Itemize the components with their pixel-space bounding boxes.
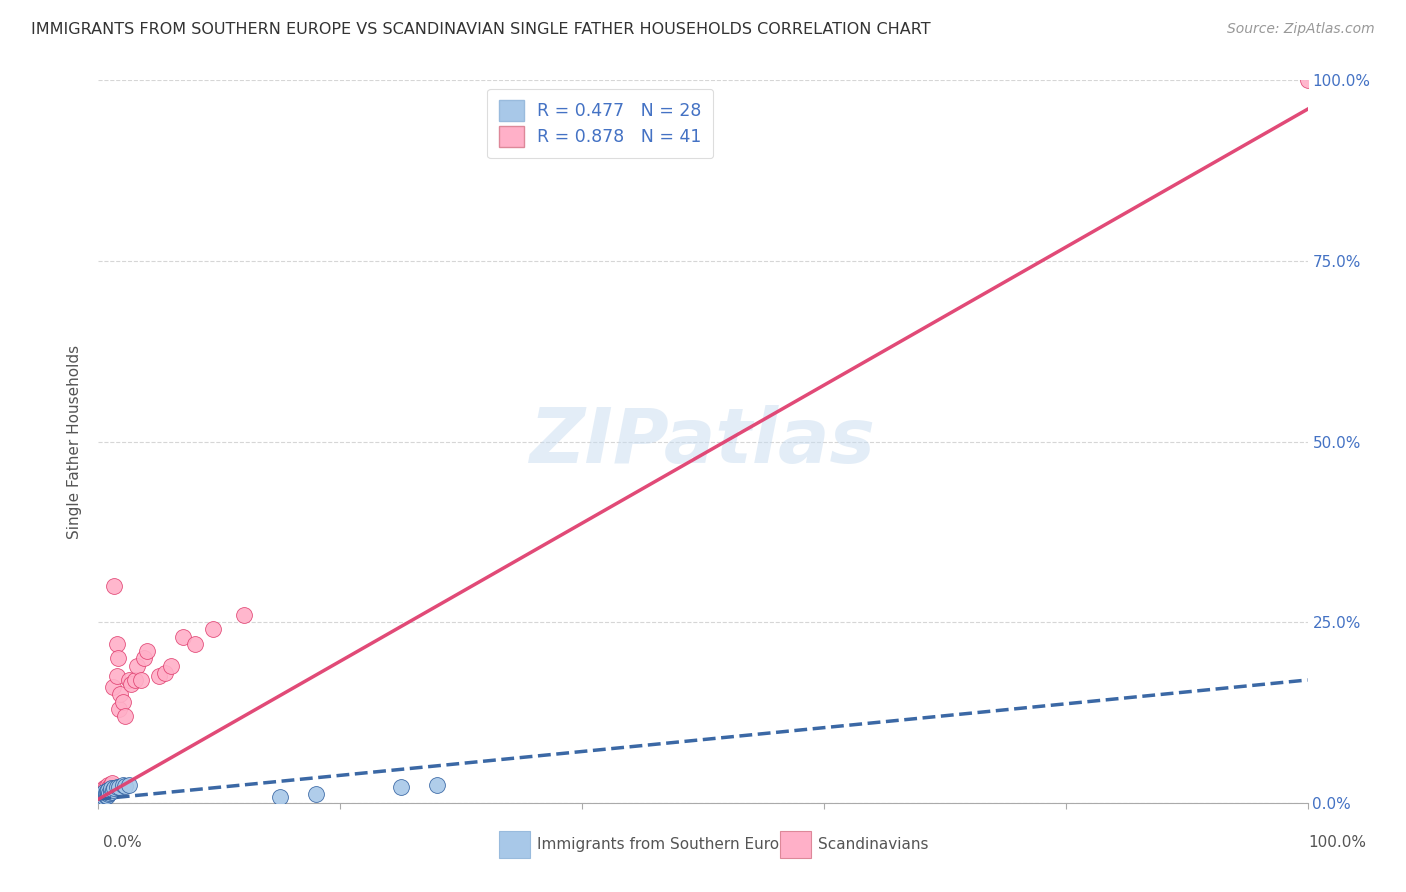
Point — [94, 786, 117, 800]
Point — [103, 579, 125, 593]
Point — [96, 784, 118, 798]
Point — [93, 781, 115, 796]
Point — [91, 791, 114, 805]
Point — [134, 651, 156, 665]
Point — [98, 786, 121, 800]
Y-axis label: Single Father Households: Single Father Households — [67, 344, 83, 539]
Point — [1296, 73, 1319, 87]
Point — [153, 665, 176, 680]
Point — [90, 790, 112, 805]
Point — [111, 778, 134, 792]
Point — [93, 785, 115, 799]
Point — [108, 687, 131, 701]
Text: IMMIGRANTS FROM SOUTHERN EUROPE VS SCANDINAVIAN SINGLE FATHER HOUSEHOLDS CORRELA: IMMIGRANTS FROM SOUTHERN EUROPE VS SCAND… — [31, 22, 931, 37]
Point — [135, 644, 157, 658]
Point — [160, 658, 183, 673]
Point — [108, 780, 131, 794]
Point — [100, 781, 122, 796]
Point — [202, 623, 225, 637]
Point — [97, 782, 120, 797]
Legend: R = 0.477   N = 28, R = 0.878   N = 41: R = 0.477 N = 28, R = 0.878 N = 41 — [488, 88, 713, 159]
Point — [118, 778, 141, 792]
Text: 0.0%: 0.0% — [103, 836, 142, 850]
Text: 100.0%: 100.0% — [1309, 836, 1367, 850]
Point — [389, 780, 412, 794]
Point — [111, 695, 134, 709]
Point — [93, 790, 115, 805]
Text: ZIPatlas: ZIPatlas — [530, 405, 876, 478]
Point — [114, 709, 136, 723]
Text: Source: ZipAtlas.com: Source: ZipAtlas.com — [1227, 22, 1375, 37]
Point — [93, 787, 115, 801]
Point — [305, 787, 328, 801]
Point — [97, 787, 120, 801]
Text: Scandinavians: Scandinavians — [818, 838, 929, 852]
Point — [97, 781, 120, 796]
Point — [94, 780, 117, 794]
Point — [124, 673, 146, 687]
Point — [269, 790, 291, 805]
Point — [426, 778, 449, 792]
Point — [91, 785, 114, 799]
Point — [96, 782, 118, 797]
Point — [105, 780, 128, 794]
Point — [129, 673, 152, 687]
Point — [96, 789, 118, 803]
Point — [97, 778, 120, 792]
Point — [91, 790, 114, 805]
Point — [94, 789, 117, 804]
Point — [91, 789, 114, 803]
Point — [100, 775, 122, 789]
Point — [103, 781, 125, 796]
Point — [114, 779, 136, 793]
Point — [172, 630, 194, 644]
Point — [91, 782, 114, 797]
Point — [90, 787, 112, 801]
Point — [105, 669, 128, 683]
Point — [91, 787, 114, 801]
Point — [90, 790, 112, 805]
Point — [120, 676, 142, 690]
Point — [94, 785, 117, 799]
Point — [107, 651, 129, 665]
Point — [100, 785, 122, 799]
Point — [184, 637, 207, 651]
Point — [101, 680, 124, 694]
Point — [127, 658, 149, 673]
Point — [232, 607, 254, 622]
Point — [91, 790, 114, 805]
Point — [118, 673, 141, 687]
Point — [101, 782, 124, 797]
Point — [98, 780, 121, 794]
Point — [89, 792, 111, 806]
Point — [89, 792, 111, 806]
Point — [91, 789, 114, 803]
Point — [105, 637, 128, 651]
Point — [100, 778, 122, 792]
Text: Immigrants from Southern Europe: Immigrants from Southern Europe — [537, 838, 799, 852]
Point — [148, 669, 170, 683]
Point — [108, 702, 131, 716]
